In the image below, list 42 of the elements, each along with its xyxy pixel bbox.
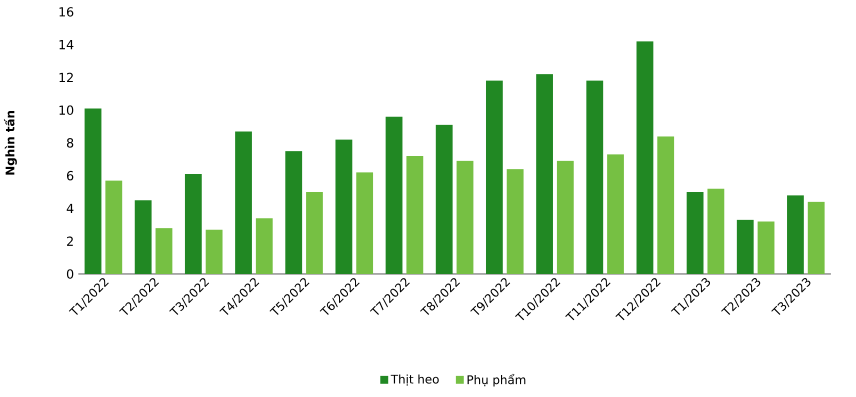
bar	[386, 116, 402, 274]
y-tick-label: 6	[66, 171, 74, 181]
y-tick-label: 4	[66, 204, 74, 214]
bar	[686, 192, 704, 274]
bar	[486, 80, 503, 274]
bar	[105, 180, 122, 274]
bar	[356, 172, 374, 274]
bar	[335, 140, 352, 274]
bar	[506, 169, 524, 274]
legend-label: Phụ phẩm	[468, 374, 526, 387]
y-tick-label: 2	[67, 236, 73, 246]
bar	[456, 161, 474, 274]
y-axis-title: Nghìn tấn	[4, 111, 17, 175]
bar	[134, 200, 152, 274]
bar	[84, 108, 102, 274]
y-tick-label: 8	[66, 138, 74, 148]
y-tick-label: 14	[60, 40, 74, 50]
bar	[657, 136, 674, 274]
bar	[436, 125, 453, 274]
y-tick-label: 16	[60, 7, 74, 17]
bar	[636, 42, 654, 274]
bar	[787, 196, 804, 274]
legend-label: Thịt heo	[390, 374, 439, 386]
bar	[758, 222, 774, 274]
bar	[556, 161, 574, 274]
bar	[235, 132, 252, 274]
bar	[256, 218, 273, 274]
bar	[808, 202, 825, 274]
y-tick-label: 0	[66, 269, 74, 279]
bar	[306, 192, 323, 274]
bar	[736, 220, 754, 274]
y-tick-label: 12	[60, 72, 73, 82]
bar	[285, 151, 302, 274]
bar	[586, 80, 604, 274]
bar	[156, 228, 172, 274]
bar	[406, 156, 424, 274]
bar	[707, 188, 724, 274]
bar	[536, 74, 553, 274]
bar	[184, 174, 202, 274]
bar	[206, 230, 223, 274]
y-tick-label: 10	[60, 106, 74, 116]
bar	[607, 154, 624, 274]
